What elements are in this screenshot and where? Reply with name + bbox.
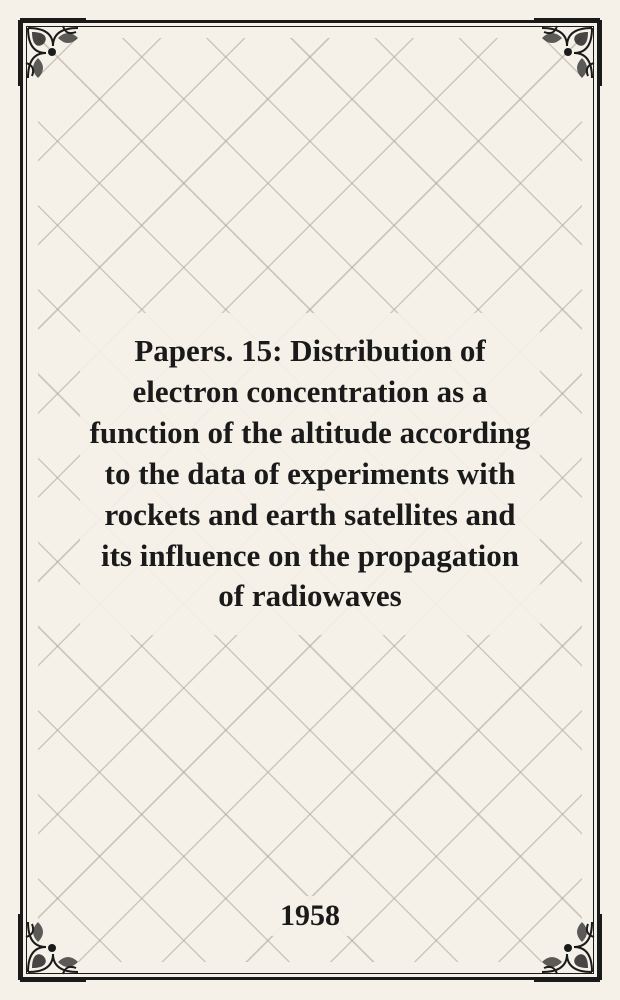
corner-ornament-icon	[18, 912, 88, 982]
document-title: Papers. 15: Distribution of electron con…	[86, 331, 534, 617]
corner-ornament-icon	[532, 18, 602, 88]
document-page: Papers. 15: Distribution of electron con…	[0, 0, 620, 1000]
document-year: 1958	[266, 896, 354, 936]
title-block: Papers. 15: Distribution of electron con…	[80, 313, 540, 635]
corner-ornament-icon	[18, 18, 88, 88]
corner-ornament-icon	[532, 912, 602, 982]
